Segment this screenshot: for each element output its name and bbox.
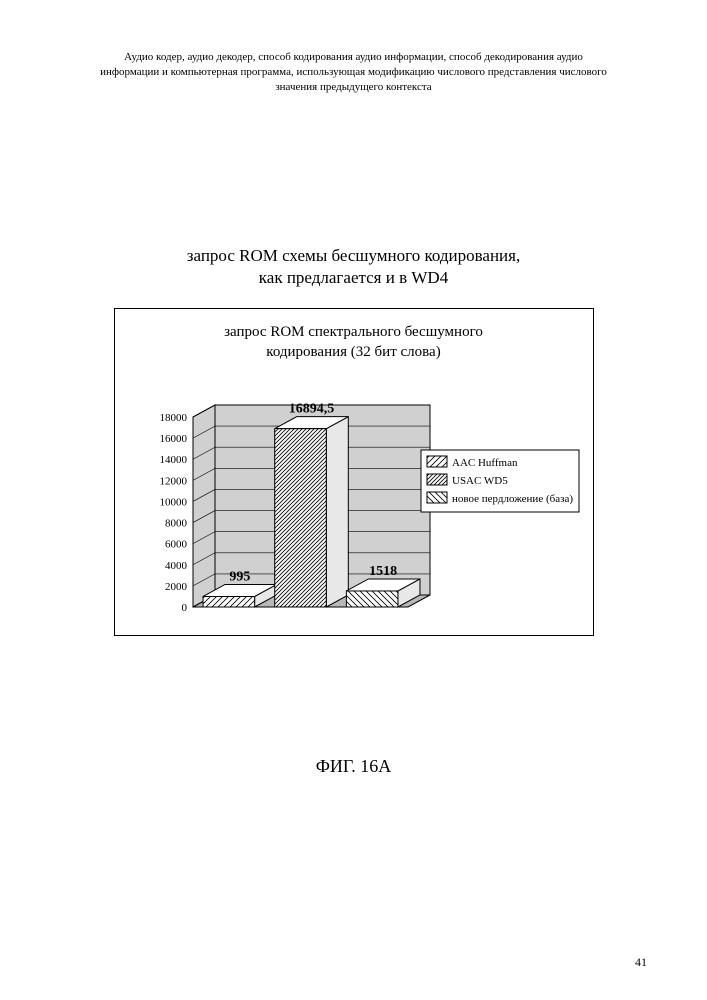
y-tick-label: 14000: [159, 455, 187, 467]
legend-label: USAC WD5: [452, 475, 508, 487]
chart-title-line-2: кодирования (32 бит слова): [266, 344, 440, 360]
y-tick-label: 18000: [159, 412, 187, 424]
page-header: Аудио кодер, аудио декодер, способ кодир…: [60, 50, 647, 95]
y-tick-label: 10000: [159, 497, 187, 509]
chart-title: запрос ROM спектрального бесшумного коди…: [123, 323, 585, 362]
figure-label: ФИГ. 16A: [60, 756, 647, 777]
bar: [274, 429, 326, 607]
y-tick-label: 16000: [159, 434, 187, 446]
y-tick-label: 0: [181, 602, 187, 614]
page: Аудио кодер, аудио декодер, способ кодир…: [0, 0, 707, 1000]
bar-chart: 0 2000 4000 6000 8000 10000 12000 14000 16000 180…: [123, 372, 583, 627]
bar-value-label: 995: [229, 570, 250, 585]
bar: [203, 597, 255, 608]
header-line-2: информации и компьютерная программа, исп…: [100, 66, 607, 78]
y-tick-label: 2000: [165, 581, 188, 593]
figure-title-line-1: запрос ROM схемы бесшумного кодирования,: [187, 246, 520, 265]
legend-label: новое пердложение (база): [452, 493, 573, 505]
chart-container: запрос ROM спектрального бесшумного коди…: [114, 308, 594, 636]
bar: [346, 591, 398, 607]
y-tick-label: 6000: [165, 539, 188, 551]
bar-value-label: 1518: [369, 564, 397, 579]
y-tick-label: 12000: [159, 476, 187, 488]
page-number: 41: [635, 955, 647, 970]
y-tick-label: 4000: [165, 560, 188, 572]
chart-title-line-1: запрос ROM спектрального бесшумного: [224, 324, 483, 340]
header-line-3: значения предыдущего контекста: [275, 81, 431, 93]
header-line-1: Аудио кодер, аудио декодер, способ кодир…: [124, 51, 583, 63]
figure-title-line-2: как предлагается и в WD4: [259, 268, 448, 287]
figure-title: запрос ROM схемы бесшумного кодирования,…: [60, 245, 647, 291]
bar-value-label: 16894,5: [288, 402, 334, 417]
y-tick-label: 8000: [165, 518, 188, 530]
legend-label: AAC Huffman: [452, 457, 518, 469]
